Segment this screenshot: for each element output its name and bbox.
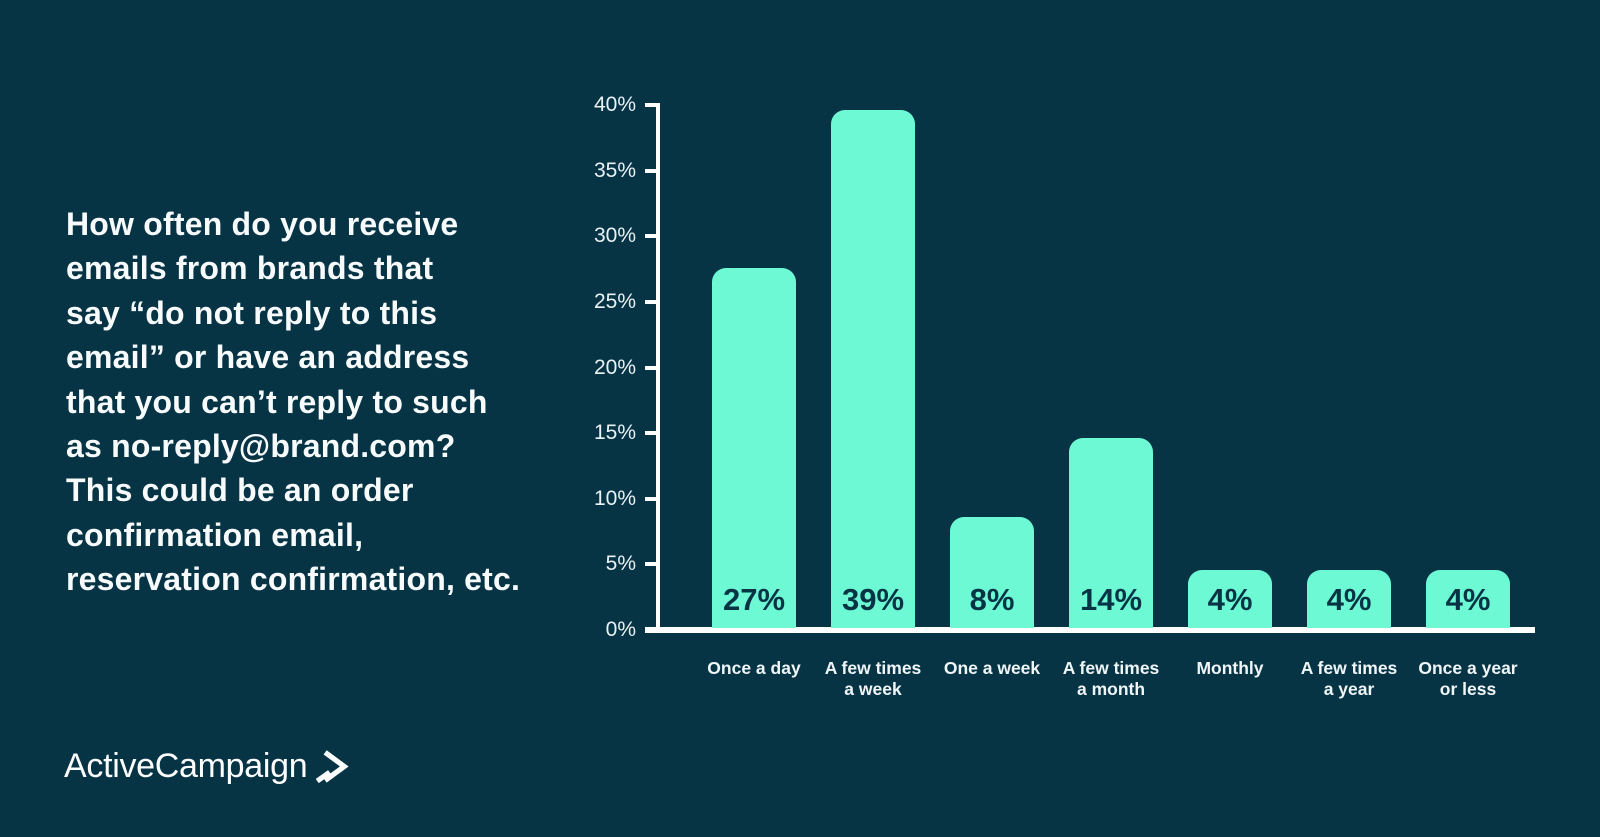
bar xyxy=(950,517,1034,628)
bar xyxy=(1069,438,1153,628)
y-axis-tick xyxy=(645,431,660,436)
bar xyxy=(712,267,796,628)
y-axis-tick-label: 40% xyxy=(593,93,636,116)
y-axis-tick xyxy=(645,562,660,567)
y-axis-tick xyxy=(645,103,660,107)
y-axis-tick-label: 35% xyxy=(593,158,636,182)
x-axis-line xyxy=(645,627,1535,633)
x-axis-label: A few times a week xyxy=(824,658,922,699)
y-axis-tick-label: 20% xyxy=(593,355,636,379)
y-axis-tick-label: 0% xyxy=(605,618,636,641)
bar-value-label: 14% xyxy=(1079,582,1143,617)
y-axis-tick-label: 25% xyxy=(593,289,636,313)
y-axis-tick xyxy=(645,168,660,173)
x-axis-label: A few times a month xyxy=(1062,658,1160,699)
x-axis-label: One a week xyxy=(943,658,1041,678)
bar-value-label: 39% xyxy=(841,582,905,617)
bar-value-label: 4% xyxy=(1326,582,1372,617)
y-axis-tick-label: 5% xyxy=(605,552,636,576)
y-axis-tick-label: 15% xyxy=(593,421,636,445)
y-axis-tick-label: 30% xyxy=(593,224,636,248)
bar-value-label: 4% xyxy=(1207,582,1253,617)
y-axis-tick xyxy=(645,234,660,239)
x-axis-label: A few times a year xyxy=(1300,658,1398,699)
bar-value-label: 27% xyxy=(722,582,786,617)
y-axis-tick-label: 10% xyxy=(593,486,636,510)
x-axis-label: Once a year or less xyxy=(1418,658,1518,699)
x-axis-label: Monthly xyxy=(1196,658,1264,678)
activecampaign-chevron-icon xyxy=(316,749,349,783)
bar xyxy=(831,110,915,628)
activecampaign-logo: ActiveCampaign xyxy=(64,747,350,786)
bar-value-label: 8% xyxy=(969,582,1015,617)
y-axis-tick xyxy=(645,365,660,370)
question-text: How often do you receive emails from bra… xyxy=(66,206,521,598)
bar xyxy=(1188,569,1272,628)
bar xyxy=(1307,569,1391,628)
y-axis-tick xyxy=(645,496,660,501)
bar xyxy=(1426,569,1510,628)
x-axis-label: Once a day xyxy=(707,658,801,678)
activecampaign-wordmark: ActiveCampaign xyxy=(64,747,308,785)
bar-value-label: 4% xyxy=(1445,582,1491,617)
y-axis-tick xyxy=(645,299,660,304)
